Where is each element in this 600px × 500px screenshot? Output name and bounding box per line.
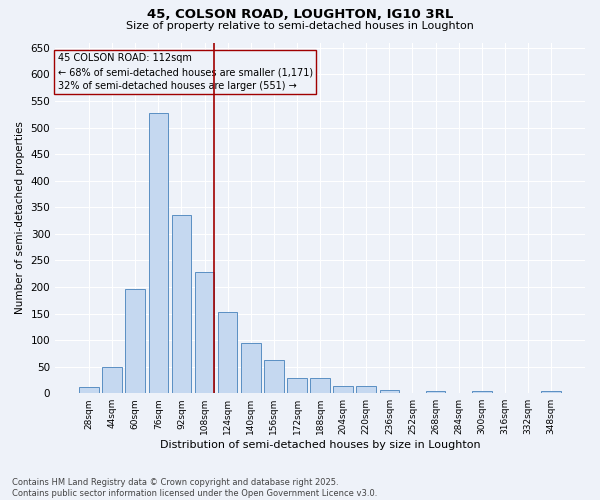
Text: Size of property relative to semi-detached houses in Loughton: Size of property relative to semi-detach…	[126, 21, 474, 31]
Bar	[79, 388, 99, 393]
Bar	[264, 360, 284, 393]
Bar	[541, 390, 561, 393]
Bar	[218, 312, 238, 393]
Bar	[287, 378, 307, 393]
Bar	[149, 113, 168, 393]
Bar	[380, 390, 399, 393]
Y-axis label: Number of semi-detached properties: Number of semi-detached properties	[15, 122, 25, 314]
Bar	[241, 342, 260, 393]
Bar	[125, 289, 145, 393]
Bar	[103, 366, 122, 393]
Text: Contains HM Land Registry data © Crown copyright and database right 2025.
Contai: Contains HM Land Registry data © Crown c…	[12, 478, 377, 498]
Bar	[310, 378, 330, 393]
Bar	[472, 391, 491, 393]
Bar	[356, 386, 376, 393]
Text: 45, COLSON ROAD, LOUGHTON, IG10 3RL: 45, COLSON ROAD, LOUGHTON, IG10 3RL	[147, 8, 453, 20]
X-axis label: Distribution of semi-detached houses by size in Loughton: Distribution of semi-detached houses by …	[160, 440, 481, 450]
Text: 45 COLSON ROAD: 112sqm
← 68% of semi-detached houses are smaller (1,171)
32% of : 45 COLSON ROAD: 112sqm ← 68% of semi-det…	[58, 53, 313, 91]
Bar	[426, 390, 445, 393]
Bar	[195, 272, 214, 393]
Bar	[334, 386, 353, 393]
Bar	[172, 214, 191, 393]
